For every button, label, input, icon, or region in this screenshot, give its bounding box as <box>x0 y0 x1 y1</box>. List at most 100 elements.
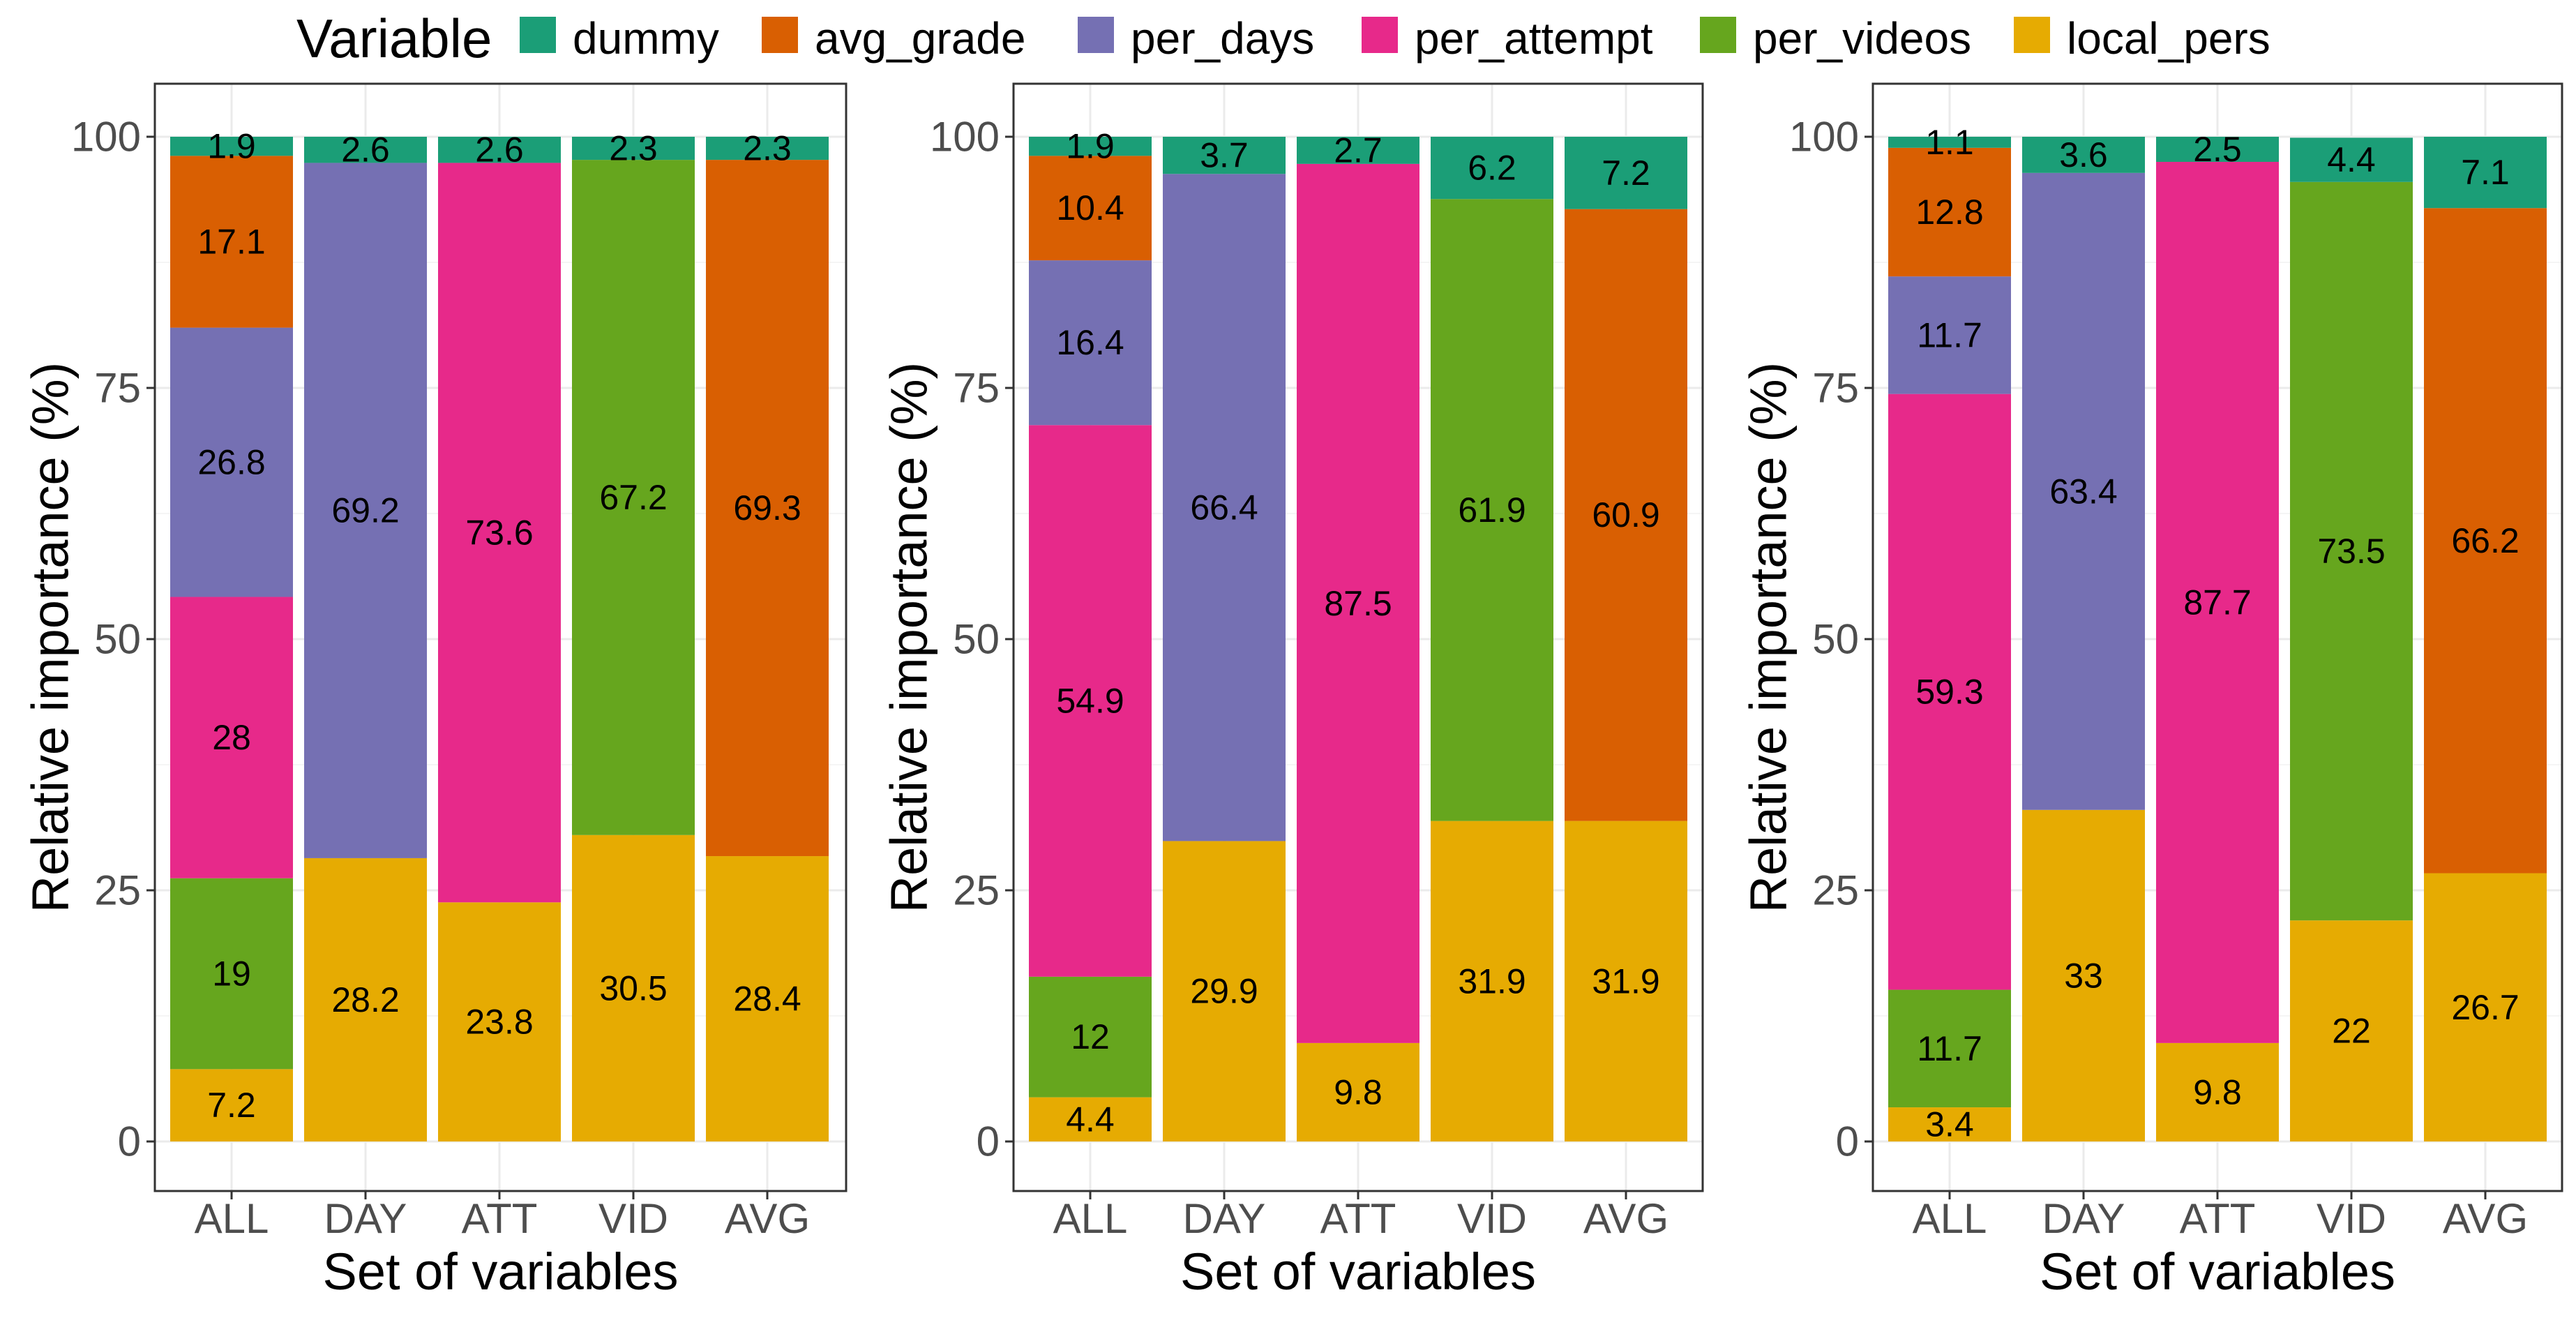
bar-per-days-all <box>1888 276 2011 394</box>
bar-local-pers-all <box>170 1069 293 1141</box>
legend-label-avg-grade: avg_grade <box>815 13 1026 63</box>
x-tick-label: AVG <box>1583 1195 1669 1242</box>
y-tick-label: 75 <box>94 365 141 412</box>
legend: Variable dummy avg_grade per_days per_at… <box>0 0 2576 84</box>
bar-dummy-all <box>1029 137 1152 156</box>
bar-per-days-all <box>170 327 293 597</box>
chart-panel-1: 7.2 19 28 26.8 17.1 1.9 28.2 69.2 2.6 23.8 73.6 2.6… <box>22 82 848 1301</box>
bar-dummy-all <box>170 137 293 156</box>
y-tick-label: 100 <box>930 114 1000 160</box>
data-label: 7.2 <box>207 1086 256 1125</box>
legend-title: Variable <box>296 8 492 69</box>
data-label: 31.9 <box>1592 961 1659 1001</box>
x-tick-label: VID <box>2317 1195 2386 1242</box>
bar-dummy-day <box>1163 137 1286 174</box>
bar-local-pers-avg <box>2424 873 2547 1141</box>
y-axis-title: Relative importance (%) <box>880 362 938 913</box>
data-label: 1.9 <box>207 127 256 166</box>
y-tick-label: 50 <box>94 616 141 663</box>
bar-avg-grade-all <box>170 156 293 328</box>
y-tick-label: 25 <box>953 867 1000 914</box>
data-label: 66.2 <box>2451 521 2519 560</box>
data-label: 11.7 <box>1917 315 1982 354</box>
bar-local-pers-vid <box>2290 920 2413 1141</box>
data-label: 28.2 <box>331 980 399 1019</box>
x-tick-label: DAY <box>324 1195 407 1242</box>
bar-dummy-avg <box>1565 137 1687 209</box>
y-axis-title: Relative importance (%) <box>1740 362 1798 913</box>
data-label: 2.3 <box>609 129 658 168</box>
bar-dummy-day <box>304 137 427 163</box>
legend-label-local-pers: local_pers <box>2067 13 2270 63</box>
y-tick-label: 0 <box>1836 1118 1859 1165</box>
bar-per-videos-all <box>1029 976 1152 1098</box>
bar-dummy-att <box>438 137 561 163</box>
bar-per-videos-vid <box>572 160 695 835</box>
data-label: 1.9 <box>1066 127 1115 166</box>
chart-panel-3: 3.4 11.7 59.3 11.7 12.8 1.1 33 63.4 3.6 9.8 87.7 2.… <box>1740 82 2563 1301</box>
x-tick-label: VID <box>598 1195 668 1242</box>
bar-dummy-vid <box>572 137 695 160</box>
data-label: 60.9 <box>1592 495 1659 534</box>
data-label: 10.4 <box>1056 188 1124 227</box>
bar-local-pers-vid <box>1431 821 1553 1141</box>
data-label: 87.5 <box>1324 584 1392 623</box>
bar-avg-grade-all <box>1888 147 2011 277</box>
bar-local-pers-all <box>1888 1107 2011 1141</box>
data-label: 69.2 <box>331 491 399 530</box>
x-tick-label: ALL <box>1053 1195 1128 1242</box>
legend-swatch-avg-grade <box>762 17 798 53</box>
bar-local-pers-att <box>438 902 561 1141</box>
bar-per-attempt-att <box>1297 163 1419 1043</box>
data-label: 23.8 <box>465 1003 533 1042</box>
data-label: 7.1 <box>2461 153 2510 192</box>
data-label: 9.8 <box>2193 1072 2242 1111</box>
data-label: 9.8 <box>1334 1072 1383 1111</box>
bar-per-attempt-att <box>438 163 561 903</box>
data-label: 66.4 <box>1190 488 1258 527</box>
x-tick-label: ATT <box>1320 1195 1396 1242</box>
legend-label-per-attempt: per_attempt <box>1415 13 1653 63</box>
data-label: 2.6 <box>341 130 390 170</box>
data-label: 2.3 <box>743 129 792 168</box>
data-label: 28.4 <box>733 980 801 1019</box>
data-label: 16.4 <box>1056 323 1124 362</box>
data-label: 30.5 <box>599 968 667 1008</box>
x-tick-label: AVG <box>2443 1195 2528 1242</box>
bar-local-pers-day <box>304 858 427 1141</box>
x-tick-label: ALL <box>195 1195 269 1242</box>
legend-swatch-per-days <box>1078 17 1114 53</box>
x-axis-title: Set of variables <box>1180 1243 1536 1301</box>
bar-per-attempt-all <box>170 597 293 878</box>
bar-avg-grade-all <box>1029 156 1152 261</box>
bar-local-pers-att <box>1297 1042 1419 1141</box>
x-tick-label: ALL <box>1913 1195 1987 1242</box>
data-label: 2.6 <box>475 130 524 170</box>
bar-local-pers-avg <box>706 856 829 1141</box>
bar-dummy-avg <box>706 137 829 160</box>
bar-per-videos-vid <box>1431 199 1553 821</box>
bar-per-days-all <box>1029 260 1152 426</box>
bar-dummy-day <box>2022 137 2145 173</box>
x-tick-label: ATT <box>2180 1195 2256 1242</box>
data-label: 17.1 <box>197 222 265 261</box>
legend-label-per-videos: per_videos <box>1753 13 1972 63</box>
data-label: 3.4 <box>1925 1105 1974 1144</box>
bar-dummy-att <box>2156 137 2279 162</box>
bar-per-days-day <box>1163 174 1286 841</box>
y-tick-label: 50 <box>1812 616 1859 663</box>
bar-dummy-all <box>1888 137 2011 148</box>
data-label: 73.6 <box>465 513 533 552</box>
y-tick-label: 75 <box>1812 365 1859 412</box>
bar-per-videos-all <box>170 878 293 1070</box>
data-label: 33 <box>2064 956 2103 995</box>
bar-local-pers-att <box>2156 1042 2279 1141</box>
bar-per-videos-all <box>1888 989 2011 1108</box>
bar-dummy-att <box>1297 137 1419 164</box>
chart-panel-2: 4.4 12 54.9 16.4 10.4 1.9 29.9 66.4 3.7 9.8 87.5 2.… <box>880 82 1704 1301</box>
bar-per-attempt-all <box>1029 425 1152 977</box>
data-label: 12 <box>1071 1017 1110 1056</box>
data-label: 12.8 <box>1915 193 1983 232</box>
legend-label-dummy: dummy <box>573 13 719 63</box>
data-label: 61.9 <box>1458 490 1526 530</box>
